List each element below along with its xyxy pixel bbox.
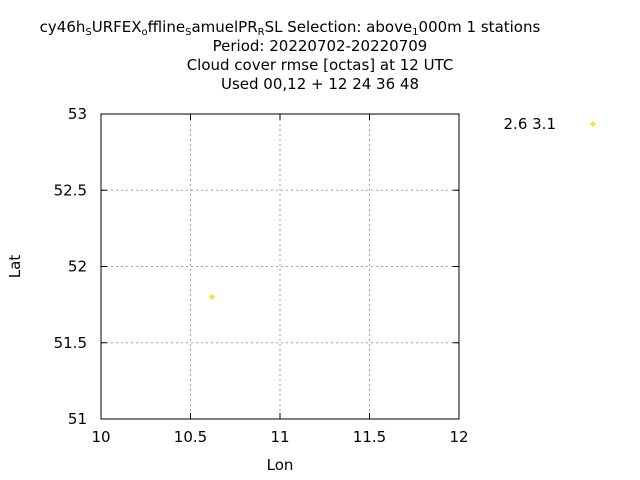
y-tick-label: 52.5: [54, 181, 87, 199]
chart-title-line4: Used 00,12 + 12 24 36 48: [220, 75, 419, 93]
x-tick-label: 10: [91, 428, 110, 446]
chart-title-line1: cy46hSURFEXofflineSamuelPRRSL Selection:…: [0, 18, 620, 42]
y-axis-label: Lat: [6, 255, 24, 279]
y-tick-label: 53: [68, 105, 87, 123]
legend-label: 2.6 3.1: [504, 115, 556, 133]
x-tick-label: 10.5: [174, 428, 207, 446]
chart-title-part-0: cy46h: [39, 18, 86, 36]
scatter-point: [208, 294, 215, 300]
x-axis-label: Lon: [267, 456, 294, 474]
chart-title-part-5: S: [185, 27, 192, 38]
chart-title-part-1: S: [85, 27, 92, 38]
chart-title-line3: Cloud cover rmse [octas] at 12 UTC: [186, 56, 454, 74]
y-tick-label: 51.5: [54, 334, 87, 352]
chart-title-part-6: amuelPR: [191, 18, 258, 36]
chart-title-part-10: 000m 1 stations: [418, 18, 541, 36]
chart-title-line2: Period: 20220702-20220709: [212, 37, 428, 55]
x-tick-label: 11.5: [353, 428, 386, 446]
y-tick-label: 52: [68, 258, 87, 276]
chart-title-part-9: 1: [412, 27, 419, 38]
chart-title-part-3: o: [141, 27, 148, 38]
chart-title-part-7: R: [257, 27, 265, 38]
x-tick-label: 12: [449, 428, 468, 446]
chart-title-part-8: SL Selection: above: [264, 18, 413, 36]
y-tick-label: 51: [68, 410, 87, 428]
chart-title-part-4: ffline: [147, 18, 186, 36]
chart-title-part-2: URFEX: [91, 18, 142, 36]
x-tick-label: 11: [270, 428, 289, 446]
legend-marker: [590, 121, 596, 127]
